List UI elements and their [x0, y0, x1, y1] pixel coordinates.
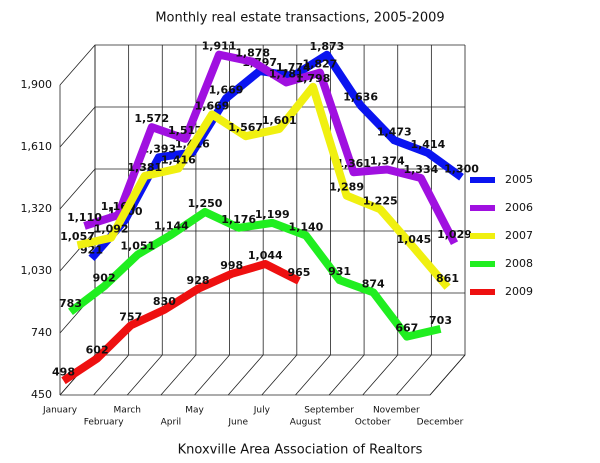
value-label: 1,300 — [444, 162, 479, 175]
series-line — [76, 82, 451, 290]
value-label: 1,911 — [202, 40, 237, 53]
value-label: 830 — [153, 295, 176, 308]
value-label: 1,636 — [343, 90, 378, 103]
grid-line — [59, 354, 465, 396]
grid-line — [126, 45, 163, 396]
value-label: 965 — [287, 266, 310, 279]
value-label: 1,250 — [188, 197, 223, 210]
value-label: 1,774 — [276, 61, 311, 74]
grid-line — [261, 45, 298, 396]
value-label: 998 — [220, 259, 243, 272]
y-tick-label: 1,610 — [21, 140, 53, 153]
grid-line — [227, 45, 264, 396]
value-label: 1,199 — [255, 208, 290, 221]
value-label: 1,416 — [161, 153, 196, 166]
grid-line — [328, 45, 365, 396]
value-label: 1,781 — [269, 67, 304, 80]
value-label: 1,361 — [336, 157, 371, 170]
grid-line — [429, 45, 466, 396]
value-label: 1,669 — [209, 83, 244, 96]
value-label: 1,381 — [127, 161, 162, 174]
value-label: 1,601 — [262, 114, 297, 127]
value-label: 667 — [395, 322, 418, 335]
x-tick-label: March — [114, 406, 141, 416]
x-tick-label: November — [373, 406, 420, 416]
value-label: 1,517 — [168, 124, 203, 137]
legend-label: 2008 — [505, 257, 533, 270]
x-axis-label: Knoxville Area Association of Realtors — [178, 443, 423, 458]
value-label: 1,873 — [310, 40, 345, 53]
value-label: 928 — [187, 274, 210, 287]
y-tick-label: 1,030 — [21, 264, 53, 277]
value-label: 1,669 — [195, 99, 230, 112]
value-label: 1,414 — [410, 138, 445, 151]
series-line — [83, 50, 459, 246]
value-label: 1,567 — [228, 121, 263, 134]
value-label: 861 — [436, 272, 459, 285]
x-tick-label: September — [304, 406, 354, 416]
value-label: 1,029 — [437, 228, 472, 241]
y-tick-label: 740 — [31, 326, 52, 339]
x-tick-label: July — [253, 406, 271, 416]
legend-label: 2009 — [505, 285, 533, 298]
value-label: 1,334 — [403, 163, 438, 176]
legend-label: 2006 — [505, 201, 533, 214]
series-line — [68, 207, 442, 341]
value-label: 1,140 — [289, 220, 324, 233]
legend-label: 2005 — [505, 173, 533, 186]
grid-line — [194, 45, 230, 396]
value-label: 1,798 — [296, 72, 331, 85]
x-tick-label: May — [185, 406, 204, 416]
value-label: 1,827 — [303, 58, 338, 71]
value-label: 783 — [59, 297, 82, 310]
value-label: 1,572 — [134, 112, 169, 125]
value-label: 1,045 — [396, 233, 431, 246]
value-label: 1,051 — [120, 240, 155, 253]
x-tick-label: January — [42, 406, 78, 416]
value-label: 874 — [362, 277, 385, 290]
grid-line — [362, 45, 399, 396]
value-label: 1,374 — [370, 154, 405, 167]
x-tick-label: October — [355, 418, 391, 428]
value-label: 498 — [52, 366, 75, 379]
y-tick-label: 1,320 — [21, 202, 53, 215]
value-label: 1,092 — [94, 223, 129, 236]
series-line — [61, 260, 301, 385]
chart-title: Monthly real estate transactions, 2005-2… — [155, 11, 444, 26]
value-label: 1,225 — [363, 194, 398, 207]
axis-line — [59, 45, 466, 396]
value-label: 1,044 — [248, 249, 283, 262]
value-label: 1,144 — [154, 220, 189, 233]
value-label: 757 — [119, 310, 142, 323]
y-tick-label: 450 — [31, 388, 52, 401]
grid-line — [396, 45, 432, 396]
value-label: 1,393 — [141, 142, 176, 155]
y-tick-label: 1,900 — [21, 78, 53, 91]
x-tick-label: August — [290, 418, 322, 428]
x-tick-label: December — [417, 418, 464, 428]
x-tick-label: June — [227, 418, 248, 428]
value-label: 931 — [328, 265, 351, 278]
value-label: 902 — [93, 271, 116, 284]
value-label: 1,473 — [377, 125, 412, 138]
grid-line — [93, 45, 130, 396]
value-label: 703 — [429, 314, 452, 327]
x-tick-label: February — [84, 418, 125, 428]
x-tick-label: April — [161, 418, 182, 428]
value-label: 1,057 — [60, 230, 95, 243]
value-label: 1,110 — [67, 211, 102, 224]
value-label: 1,176 — [221, 213, 256, 226]
value-label: 1,289 — [329, 181, 364, 194]
value-label: 1,878 — [235, 47, 270, 60]
value-label: 602 — [86, 344, 109, 357]
legend-label: 2007 — [505, 229, 533, 242]
